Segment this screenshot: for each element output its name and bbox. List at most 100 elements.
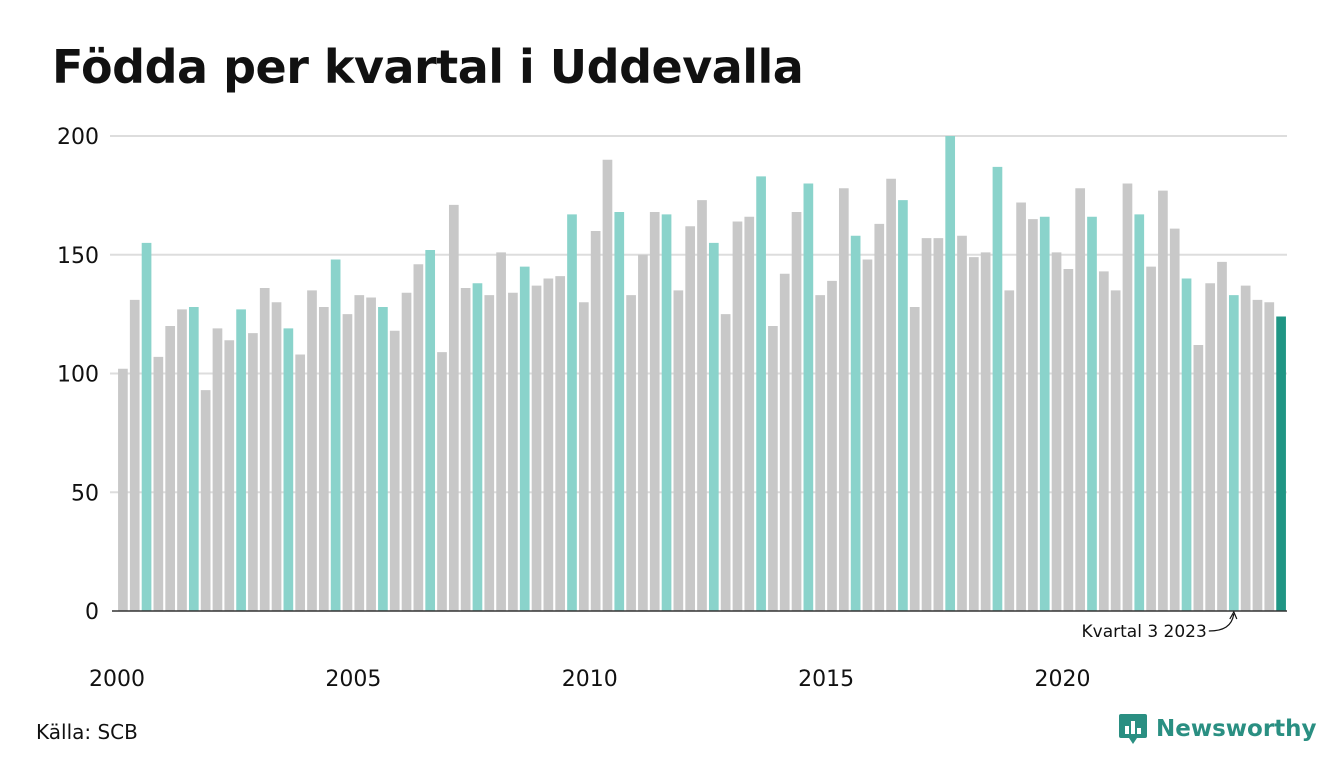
bar bbox=[1098, 271, 1109, 612]
bar bbox=[1240, 285, 1251, 612]
bar bbox=[236, 309, 246, 612]
bar bbox=[590, 231, 601, 611]
bar bbox=[1193, 345, 1204, 611]
bar bbox=[1004, 290, 1015, 612]
x-tick-label: 2005 bbox=[325, 667, 381, 692]
bar bbox=[307, 290, 317, 612]
y-tick-label: 100 bbox=[57, 363, 99, 388]
bar bbox=[141, 242, 152, 612]
bar bbox=[1039, 216, 1050, 611]
bar bbox=[224, 340, 235, 611]
bar bbox=[248, 333, 258, 612]
annotation-label: Kvartal 3 2023 bbox=[1082, 622, 1207, 642]
bar bbox=[744, 216, 755, 611]
bar bbox=[555, 276, 566, 612]
bar bbox=[1122, 183, 1133, 611]
bar bbox=[129, 299, 140, 612]
bar bbox=[1016, 202, 1026, 611]
bar bbox=[862, 259, 873, 611]
bar bbox=[1169, 228, 1180, 612]
bar bbox=[838, 188, 849, 611]
bar bbox=[1205, 283, 1216, 611]
bar bbox=[791, 212, 802, 611]
bar bbox=[578, 302, 589, 611]
bar bbox=[342, 314, 353, 612]
bar bbox=[531, 285, 542, 612]
bar bbox=[827, 280, 837, 612]
bar bbox=[165, 326, 176, 611]
bar bbox=[330, 259, 341, 611]
bar bbox=[543, 278, 554, 611]
bar bbox=[626, 295, 636, 612]
bar bbox=[401, 292, 412, 611]
bar bbox=[283, 328, 294, 612]
bar bbox=[508, 292, 518, 611]
bar bbox=[957, 235, 967, 611]
bar bbox=[602, 159, 613, 611]
x-tick-label: 2010 bbox=[562, 667, 618, 692]
y-tick-label: 200 bbox=[57, 125, 99, 150]
bar bbox=[756, 176, 766, 612]
bar bbox=[732, 221, 743, 611]
bar bbox=[992, 166, 1003, 612]
bar bbox=[1264, 302, 1275, 611]
bar bbox=[378, 307, 388, 611]
bar bbox=[354, 295, 365, 612]
bar bbox=[188, 307, 199, 611]
bar bbox=[153, 356, 164, 612]
bar bbox=[779, 273, 790, 611]
bar bbox=[1217, 261, 1227, 612]
bar bbox=[448, 204, 459, 612]
bar bbox=[968, 257, 979, 612]
bar bbox=[519, 266, 530, 612]
x-axis-ticks: 2000 2005 2010 2015 2020 bbox=[89, 667, 1090, 692]
newsworthy-logo-text: Newsworthy bbox=[1156, 716, 1317, 742]
bar bbox=[200, 390, 211, 612]
bar bbox=[1146, 266, 1156, 612]
bar bbox=[921, 238, 932, 612]
x-tick-label: 2000 bbox=[89, 667, 145, 692]
x-tick-label: 2015 bbox=[798, 667, 854, 692]
bar bbox=[1051, 252, 1062, 612]
bar bbox=[1252, 299, 1263, 612]
newsworthy-logo: Newsworthy bbox=[1118, 712, 1317, 746]
bar bbox=[874, 223, 885, 612]
newsworthy-logo-icon bbox=[1119, 714, 1147, 744]
bar bbox=[318, 307, 329, 611]
bar bbox=[708, 242, 719, 612]
bar bbox=[212, 328, 223, 612]
bar bbox=[295, 354, 306, 611]
bar bbox=[389, 330, 400, 611]
bar bbox=[803, 183, 814, 611]
annotation-arrowhead bbox=[1229, 610, 1238, 620]
bar bbox=[697, 200, 707, 612]
bar bbox=[886, 178, 896, 611]
bar bbox=[945, 136, 956, 611]
source-note: Källa: SCB bbox=[36, 720, 138, 744]
bar bbox=[496, 252, 506, 612]
bar bbox=[850, 235, 861, 611]
annotation: Kvartal 3 2023 bbox=[1082, 610, 1238, 642]
bar bbox=[484, 295, 495, 612]
bar bbox=[1158, 190, 1168, 612]
annotation-arrow bbox=[1208, 613, 1235, 632]
bar bbox=[567, 214, 577, 612]
bar bbox=[1028, 219, 1038, 612]
bar bbox=[413, 264, 424, 611]
bar bbox=[614, 212, 625, 611]
bars bbox=[118, 136, 1286, 612]
bar bbox=[472, 283, 483, 611]
bar bbox=[720, 314, 731, 612]
y-tick-label: 50 bbox=[71, 481, 99, 506]
bar bbox=[1134, 214, 1145, 612]
bar bbox=[649, 212, 660, 611]
bar bbox=[259, 288, 270, 611]
bar bbox=[815, 295, 826, 612]
bar bbox=[1075, 188, 1086, 611]
bar bbox=[980, 252, 991, 612]
y-tick-label: 0 bbox=[85, 600, 99, 625]
bar bbox=[1276, 316, 1286, 611]
bar bbox=[685, 226, 696, 611]
bar bbox=[425, 250, 436, 611]
